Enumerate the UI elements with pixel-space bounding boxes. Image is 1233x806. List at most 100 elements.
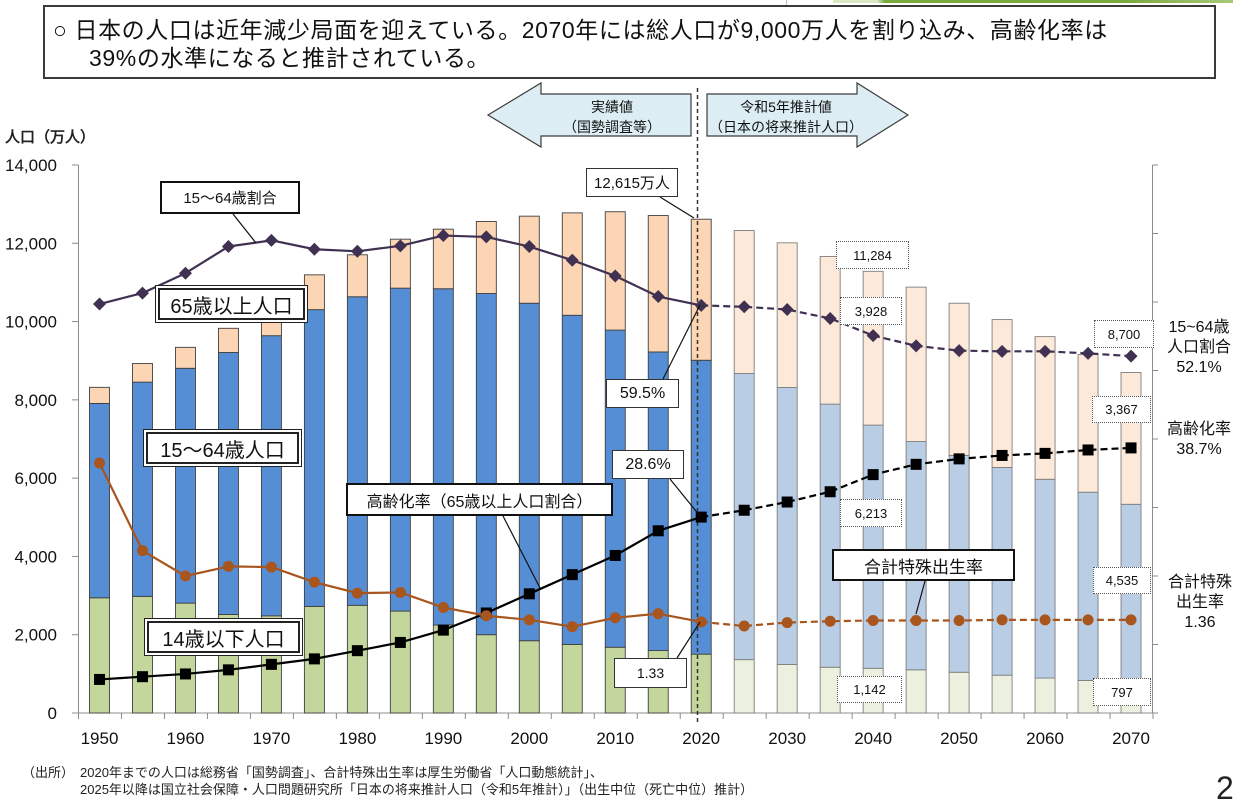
headline-line-2: 39%の水準になると推計されている。 [89,45,491,71]
x-tick-label-2010: 2010 [596,729,634,748]
marker-aging_rate-2035 [824,486,836,498]
marker-tfr-2000 [523,614,535,626]
x-tick-label-2000: 2000 [510,729,548,748]
marker-tfr-1970 [265,561,277,573]
bar-child-2030 [776,664,798,714]
marker-aging_rate-1990 [437,624,449,636]
bar-elderly-2060 [1034,336,1056,480]
bar-elderly-2065 [1077,354,1099,493]
bar-elderly-2070 [1120,372,1142,505]
period-arrows: 実績値 （国勢調査等） 令和5年推計値 （日本の将来推計人口） [486,81,910,149]
bar-child-2000 [518,640,540,714]
bar-elderly-2045 [905,286,927,442]
aging-rate-end-value: 38.7% [1176,441,1222,458]
bar-working-2060 [1034,478,1056,679]
x-tick-label-1970: 1970 [253,729,291,748]
marker-aging_rate-2015 [652,525,664,537]
bar-elderly-1955 [132,363,153,383]
top-accent-bar [833,0,1233,3]
marker-aging_rate-2065 [1082,444,1094,456]
footnote-line-2: 2025年以降は国立社会保障・人口問題研究所「日本の将来推計人口（令和5年推計）… [80,782,754,797]
tfr-end-label: 合計特殊 出生率 1.36 [1161,573,1233,633]
bar-child-1950 [89,597,110,714]
marker-tfr-1990 [437,602,449,614]
marker-working_ratio-1955 [135,286,149,300]
bar-elderly-1950 [89,386,110,404]
x-tick-label-2020: 2020 [682,729,720,748]
marker-aging_rate-1965 [222,664,234,676]
elderly-2040-value: 3,928 [854,303,888,319]
aging-rate-end-label: 高齢化率 38.7% [1160,420,1233,460]
child-2070-value: 797 [1111,684,1133,700]
marker-tfr-1995 [480,610,492,622]
y-tick-label-0: 0 [48,704,57,723]
connector-aging-rate [502,515,541,589]
tfr-end-value: 1.36 [1184,614,1216,631]
marker-tfr-2040 [867,615,879,627]
marker-working_ratio-1980 [350,244,364,258]
marker-aging_rate-2005 [566,569,578,581]
marker-aging_rate-2045 [910,458,922,470]
bar-child-2020 [690,653,712,714]
bar-child-2060 [1034,677,1056,714]
bar-working-1950 [89,402,110,599]
bar-child-2055 [991,674,1013,714]
child-population-label-text: 14歳以下人口 [162,628,285,651]
working-2070-value: 4,535 [1105,573,1139,588]
bar-child-1995 [475,634,497,714]
marker-aging_rate-2060 [1039,447,1051,459]
bar-working-2020 [690,359,712,655]
marker-working_ratio-2030 [780,303,794,317]
bar-elderly-2050 [948,302,970,456]
page-number: 2 [1216,770,1233,806]
total-2070-callout: 8,700 [1094,320,1154,348]
callout-connectors [232,196,926,659]
fertility-rate-label: 合計特殊出生率 [832,549,1015,581]
working-ratio-2020-callout: 59.5% [606,379,679,408]
marker-working_ratio-1960 [178,266,192,280]
bar-elderly-1985 [389,238,411,289]
marker-tfr-1965 [222,560,234,572]
bar-working-1955 [132,381,153,597]
x-tick-label-2030: 2030 [768,729,806,748]
marker-tfr-2045 [910,615,922,627]
bar-elderly-2055 [991,319,1013,468]
working-2040-value: 6,213 [854,505,888,521]
bar-elderly-2035 [819,255,841,405]
child-2040-value: 1,142 [853,682,886,697]
marker-tfr-1955 [136,545,148,557]
marker-tfr-2030 [781,617,793,629]
bar-child-1990 [432,624,454,714]
elderly-population-label: 65歳以上人口 [155,285,308,323]
working-ratio-2020-value: 59.5% [619,384,666,402]
aging-rate-end-label-line1: 高齢化率 [1166,421,1231,438]
bar-elderly-2020 [690,218,712,361]
marker-tfr-2035 [824,615,836,627]
total-2020-value: 12,615万人 [594,175,670,192]
marker-aging_rate-2050 [953,453,965,465]
bar-working-1995 [475,293,497,636]
working-age-ratio-label: 15～64歳割合 [160,181,300,214]
elderly-2070-callout: 3,367 [1092,396,1151,423]
working-ratio-end-label: 15~64歳 人口割合 52.1% [1160,318,1233,378]
marker-working_ratio-1990 [436,229,450,243]
tfr-end-label-line1: 合計特殊 [1167,574,1232,591]
bar-child-2050 [948,671,970,714]
marker-tfr-2025 [738,620,750,632]
actual-period-arrow [486,81,692,149]
marker-tfr-1975 [308,576,320,588]
marker-tfr-2060 [1039,614,1051,626]
x-tick-label-2040: 2040 [854,729,892,748]
working-ratio-end-label-line1: 15~64歳 [1168,319,1230,336]
total-2040-value: 11,284 [853,247,892,263]
connector-working-ratio-2020 [662,304,701,380]
y-tick-label-8000: 8,000 [14,391,57,410]
marker-working_ratio-1950 [93,297,106,311]
marker-working_ratio-2050 [952,344,966,358]
tfr-end-label-line2: 出生率 [1175,594,1224,611]
working-ratio-end-value: 52.1% [1176,359,1222,376]
bar-working-1965 [217,352,239,615]
marker-working_ratio-1975 [307,242,321,256]
marker-tfr-2050 [953,615,965,627]
marker-working_ratio-1965 [221,240,235,254]
